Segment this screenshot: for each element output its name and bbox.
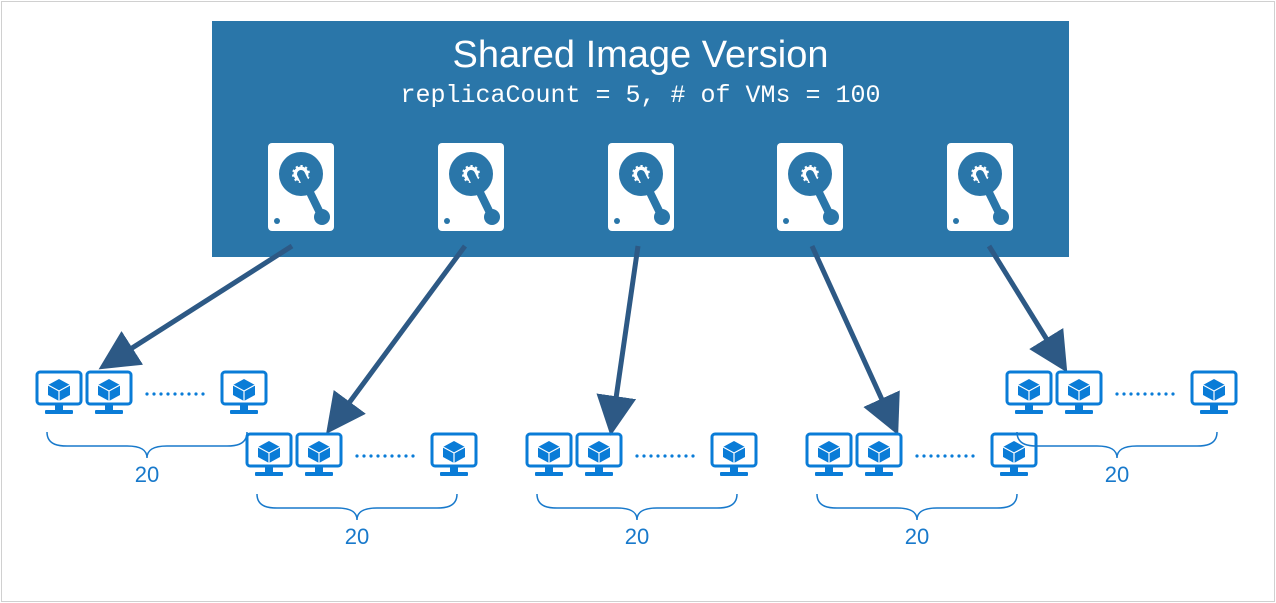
vm-icon: [222, 372, 266, 414]
arrow: [989, 246, 1062, 364]
arrow: [332, 246, 465, 426]
ellipsis: [355, 454, 414, 457]
group-count-label: 20: [905, 524, 929, 549]
arrow: [612, 246, 638, 426]
group-count-label: 20: [1105, 462, 1129, 487]
curly-brace: [537, 494, 737, 520]
ellipsis: [635, 454, 694, 457]
arrow: [812, 246, 894, 426]
vm-icon: [527, 434, 571, 476]
vm-icon: [432, 434, 476, 476]
group-count-label: 20: [625, 524, 649, 549]
vm-icon: [1192, 372, 1236, 414]
group-count-label: 20: [135, 462, 159, 487]
vm-icon: [1057, 372, 1101, 414]
group-count-label: 20: [345, 524, 369, 549]
ellipsis: [915, 454, 974, 457]
vm-icon: [1007, 372, 1051, 414]
overlay-svg: 20 20: [2, 2, 1276, 603]
vm-icon: [87, 372, 131, 414]
curly-brace: [257, 494, 457, 520]
diagram-frame: Shared Image Version replicaCount = 5, #…: [1, 1, 1275, 602]
curly-brace: [47, 432, 247, 458]
ellipsis: [1115, 392, 1174, 395]
vm-icon: [807, 434, 851, 476]
vm-icon: [297, 434, 341, 476]
vm-icon: [577, 434, 621, 476]
curly-brace: [817, 494, 1017, 520]
vm-icon: [992, 434, 1036, 476]
vm-icon: [37, 372, 81, 414]
vm-icon: [857, 434, 901, 476]
curly-brace: [1017, 432, 1217, 458]
arrow: [107, 246, 292, 364]
ellipsis: [145, 392, 204, 395]
vm-icon: [712, 434, 756, 476]
vm-icon: [247, 434, 291, 476]
